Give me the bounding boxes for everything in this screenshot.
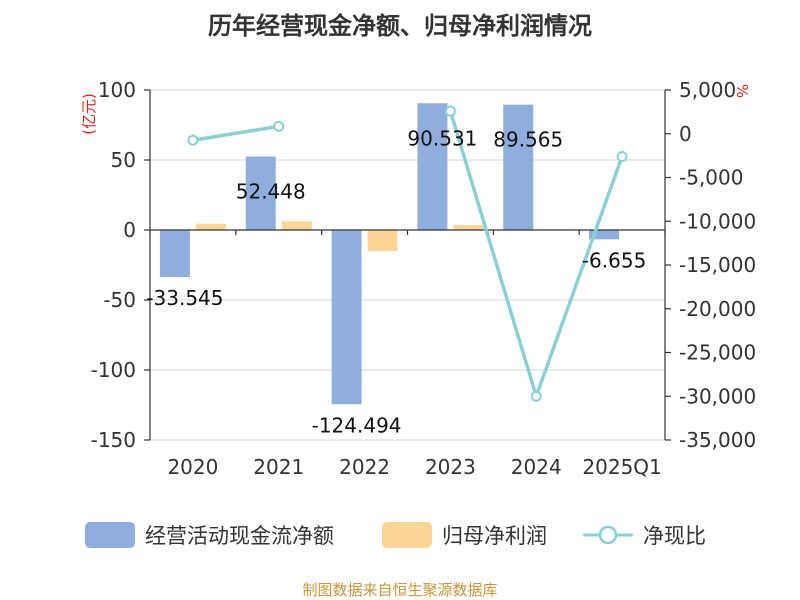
cashflow-bar: [245, 156, 276, 230]
right-tick-label: 5,000: [679, 78, 736, 102]
legend: 经营活动现金流净额 归母净利润 净现比: [85, 522, 706, 548]
grid: [150, 89, 665, 441]
legend-label: 经营活动现金流净额: [145, 524, 334, 548]
left-tick-label: 100: [98, 78, 136, 102]
category-label: 2020: [167, 455, 218, 479]
net-profit-bar: [281, 221, 312, 230]
axes: 100 50 0 -50 -100 -150 5,000 0 -5,000 -10,000 -15,…: [91, 78, 757, 479]
right-tick-label: -5,000: [679, 166, 743, 190]
cashflow-bar: [503, 104, 534, 230]
ratio-point: [187, 134, 199, 146]
left-axis-unit: (亿元): [80, 93, 98, 135]
legend-label: 归母净利润: [442, 524, 547, 548]
legend-swatch: [85, 522, 135, 548]
legend-label: 净现比: [643, 524, 706, 548]
category-label: 2021: [253, 455, 304, 479]
data-label-group: -33.545 52.448 -124.494 90.531 89.565 -6.655: [146, 126, 646, 437]
right-tick-label: -30,000: [679, 384, 756, 408]
ratio-point: [530, 390, 542, 402]
left-tick-label: -100: [91, 358, 136, 382]
left-tick-label: -50: [103, 288, 136, 312]
cashflow-bar: [159, 230, 190, 277]
cashflow-data-label: 90.531: [407, 126, 477, 150]
chart-title: 历年经营现金净额、归母净利润情况: [208, 12, 592, 40]
net-profit-bar: [195, 223, 226, 230]
category-label: 2025Q1: [582, 455, 661, 479]
source-note: 制图数据来自恒生聚源数据库: [302, 581, 497, 599]
legend-swatch-marker: [598, 525, 618, 545]
right-tick-label: 0: [679, 122, 692, 146]
right-tick-label: -20,000: [679, 297, 756, 321]
ratio-point: [616, 151, 628, 162]
ratio-point: [273, 120, 285, 132]
left-tick-label: 50: [111, 148, 136, 172]
cashflow-bar: [417, 103, 448, 230]
ratio-line-segment: [192, 124, 280, 142]
right-tick-label: -25,000: [679, 341, 756, 365]
cashflow-bar: [331, 230, 362, 405]
legend-swatch: [382, 522, 432, 548]
cashflow-data-label: 52.448: [236, 180, 306, 204]
net-profit-bar: [453, 225, 484, 230]
cashflow-data-label: -124.494: [312, 413, 402, 437]
net-profit-bar: [367, 230, 398, 251]
ratio-line-group: [187, 105, 628, 402]
right-axis-unit: %: [733, 84, 751, 98]
category-label: 2024: [511, 455, 562, 479]
left-tick-label: 0: [123, 218, 136, 242]
bar-group: [159, 103, 656, 405]
cashflow-data-label: -6.655: [582, 248, 646, 272]
cashflow-data-label: -33.545: [146, 286, 223, 310]
right-tick-label: -35,000: [679, 428, 756, 452]
right-tick-label: -10,000: [679, 209, 756, 233]
left-tick-label: -150: [91, 428, 136, 452]
cashflow-data-label: 89.565: [493, 128, 563, 152]
cashflow-bar: [589, 230, 620, 240]
category-label: 2022: [339, 455, 390, 479]
right-tick-label: -15,000: [679, 253, 756, 277]
category-label: 2023: [425, 455, 476, 479]
ratio-point: [444, 105, 456, 117]
